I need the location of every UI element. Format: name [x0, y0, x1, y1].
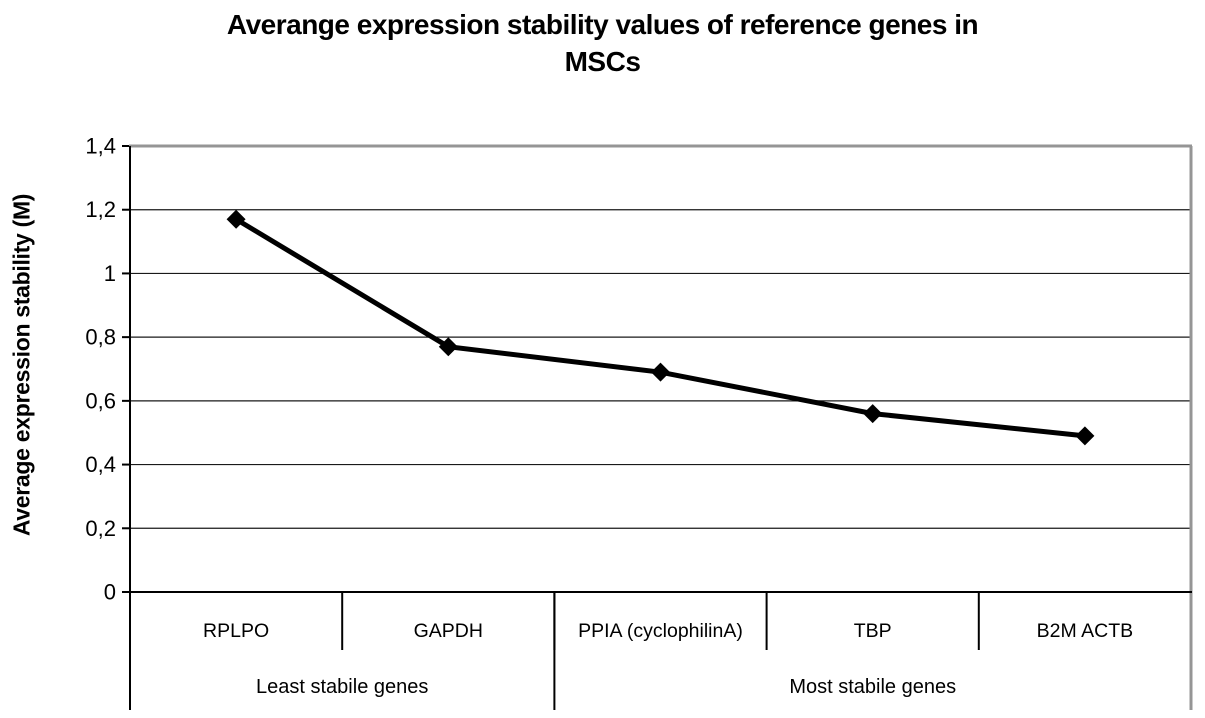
chart-title: Averange expression stability values of … — [0, 6, 1205, 80]
category-label: RPLPO — [203, 620, 269, 642]
data-line — [234, 217, 1086, 439]
data-point-marker — [651, 362, 670, 382]
y-tick-label: 0,6 — [85, 388, 116, 413]
y-tick-label: 0 — [104, 580, 116, 605]
chart-title-line1: Averange expression stability values of … — [226, 9, 979, 40]
category-label: PPIA (cyclophilinA) — [578, 620, 743, 642]
y-tick-label: 1 — [104, 261, 116, 286]
group-label: Least stabile genes — [256, 676, 428, 698]
y-tick-label: 0,2 — [85, 516, 116, 541]
y-tick-label: 0,4 — [85, 452, 116, 477]
y-tick-label: 1,4 — [85, 134, 116, 159]
data-point-marker — [863, 404, 883, 424]
category-label: TBP — [854, 620, 892, 642]
category-label: GAPDH — [414, 620, 483, 642]
group-label: Most stabile genes — [789, 676, 956, 698]
category-label: B2M ACTB — [1037, 620, 1133, 642]
data-point-marker — [438, 337, 458, 357]
y-tick-label: 0,8 — [85, 325, 116, 350]
chart-title-line2: MSCs — [564, 46, 641, 77]
data-point-marker — [1075, 426, 1095, 446]
data-point-marker — [226, 209, 246, 229]
y-tick-label: 1,2 — [85, 197, 116, 222]
